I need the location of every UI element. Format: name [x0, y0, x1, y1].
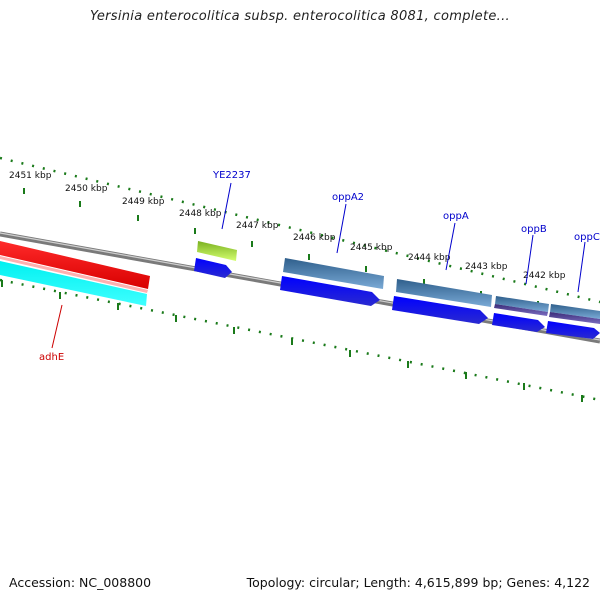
leader-oppC [577, 241, 586, 293]
cds-oppB[interactable] [492, 313, 545, 332]
ruler-label: 2444 kbp [408, 253, 451, 263]
gene-label-oppA2[interactable]: oppA2 [332, 192, 364, 203]
ruler-label: 2450 kbp [65, 184, 108, 194]
feature-oppB[interactable] [495, 296, 549, 312]
gene-oppA[interactable] [392, 279, 492, 324]
cds-adhE-feature[interactable] [0, 241, 150, 289]
gene-label-oppA[interactable]: oppA [443, 211, 469, 222]
ruler-label: 2442 kbp [523, 271, 566, 281]
gene-adhE[interactable] [0, 241, 150, 306]
gene-oppC[interactable] [546, 304, 600, 339]
leader-oppA2 [336, 203, 347, 254]
ruler-label: 2448 kbp [179, 209, 222, 219]
cds-oppA[interactable] [392, 296, 488, 324]
ruler-label: 2451 kbp [9, 171, 52, 181]
cds-adhE-gene[interactable] [0, 261, 147, 306]
cds-oppC[interactable] [546, 321, 600, 339]
gene-YE2237[interactable] [194, 241, 237, 278]
feature-oppA[interactable] [396, 279, 492, 307]
ruler-label: 2445 kbp [350, 243, 393, 253]
ruler-label: 2447 kbp [236, 221, 279, 231]
cds-YE2237[interactable] [194, 258, 232, 278]
ruler-lower [0, 278, 600, 402]
gene-oppA2[interactable] [280, 258, 384, 306]
ruler-label: 2446 kbp [293, 233, 336, 243]
feature-oppA2[interactable] [283, 258, 384, 289]
leader-YE2237 [221, 182, 232, 230]
feature-oppC[interactable] [550, 304, 600, 319]
cds-oppA2[interactable] [280, 276, 380, 306]
gene-oppB[interactable] [492, 296, 549, 332]
topology-summary: Topology: circular; Length: 4,615,899 bp… [246, 575, 590, 590]
feature-YE2237[interactable] [197, 241, 237, 261]
map-title: Yersinia enterocolitica subsp. enterocol… [90, 9, 510, 24]
gene-label-oppC[interactable]: oppC [574, 232, 600, 243]
ruler-label: 2449 kbp [122, 197, 165, 207]
leader-oppB [525, 234, 534, 285]
leader-adhE [51, 304, 63, 349]
accession-text: Accession: NC_008800 [9, 575, 152, 590]
leader-oppA [445, 222, 456, 271]
gene-label-oppB[interactable]: oppB [521, 224, 547, 235]
ruler-label: 2443 kbp [465, 262, 508, 272]
gene-label-YE2237[interactable]: YE2237 [212, 170, 251, 181]
gene-label-adhE[interactable]: adhE [39, 352, 64, 363]
